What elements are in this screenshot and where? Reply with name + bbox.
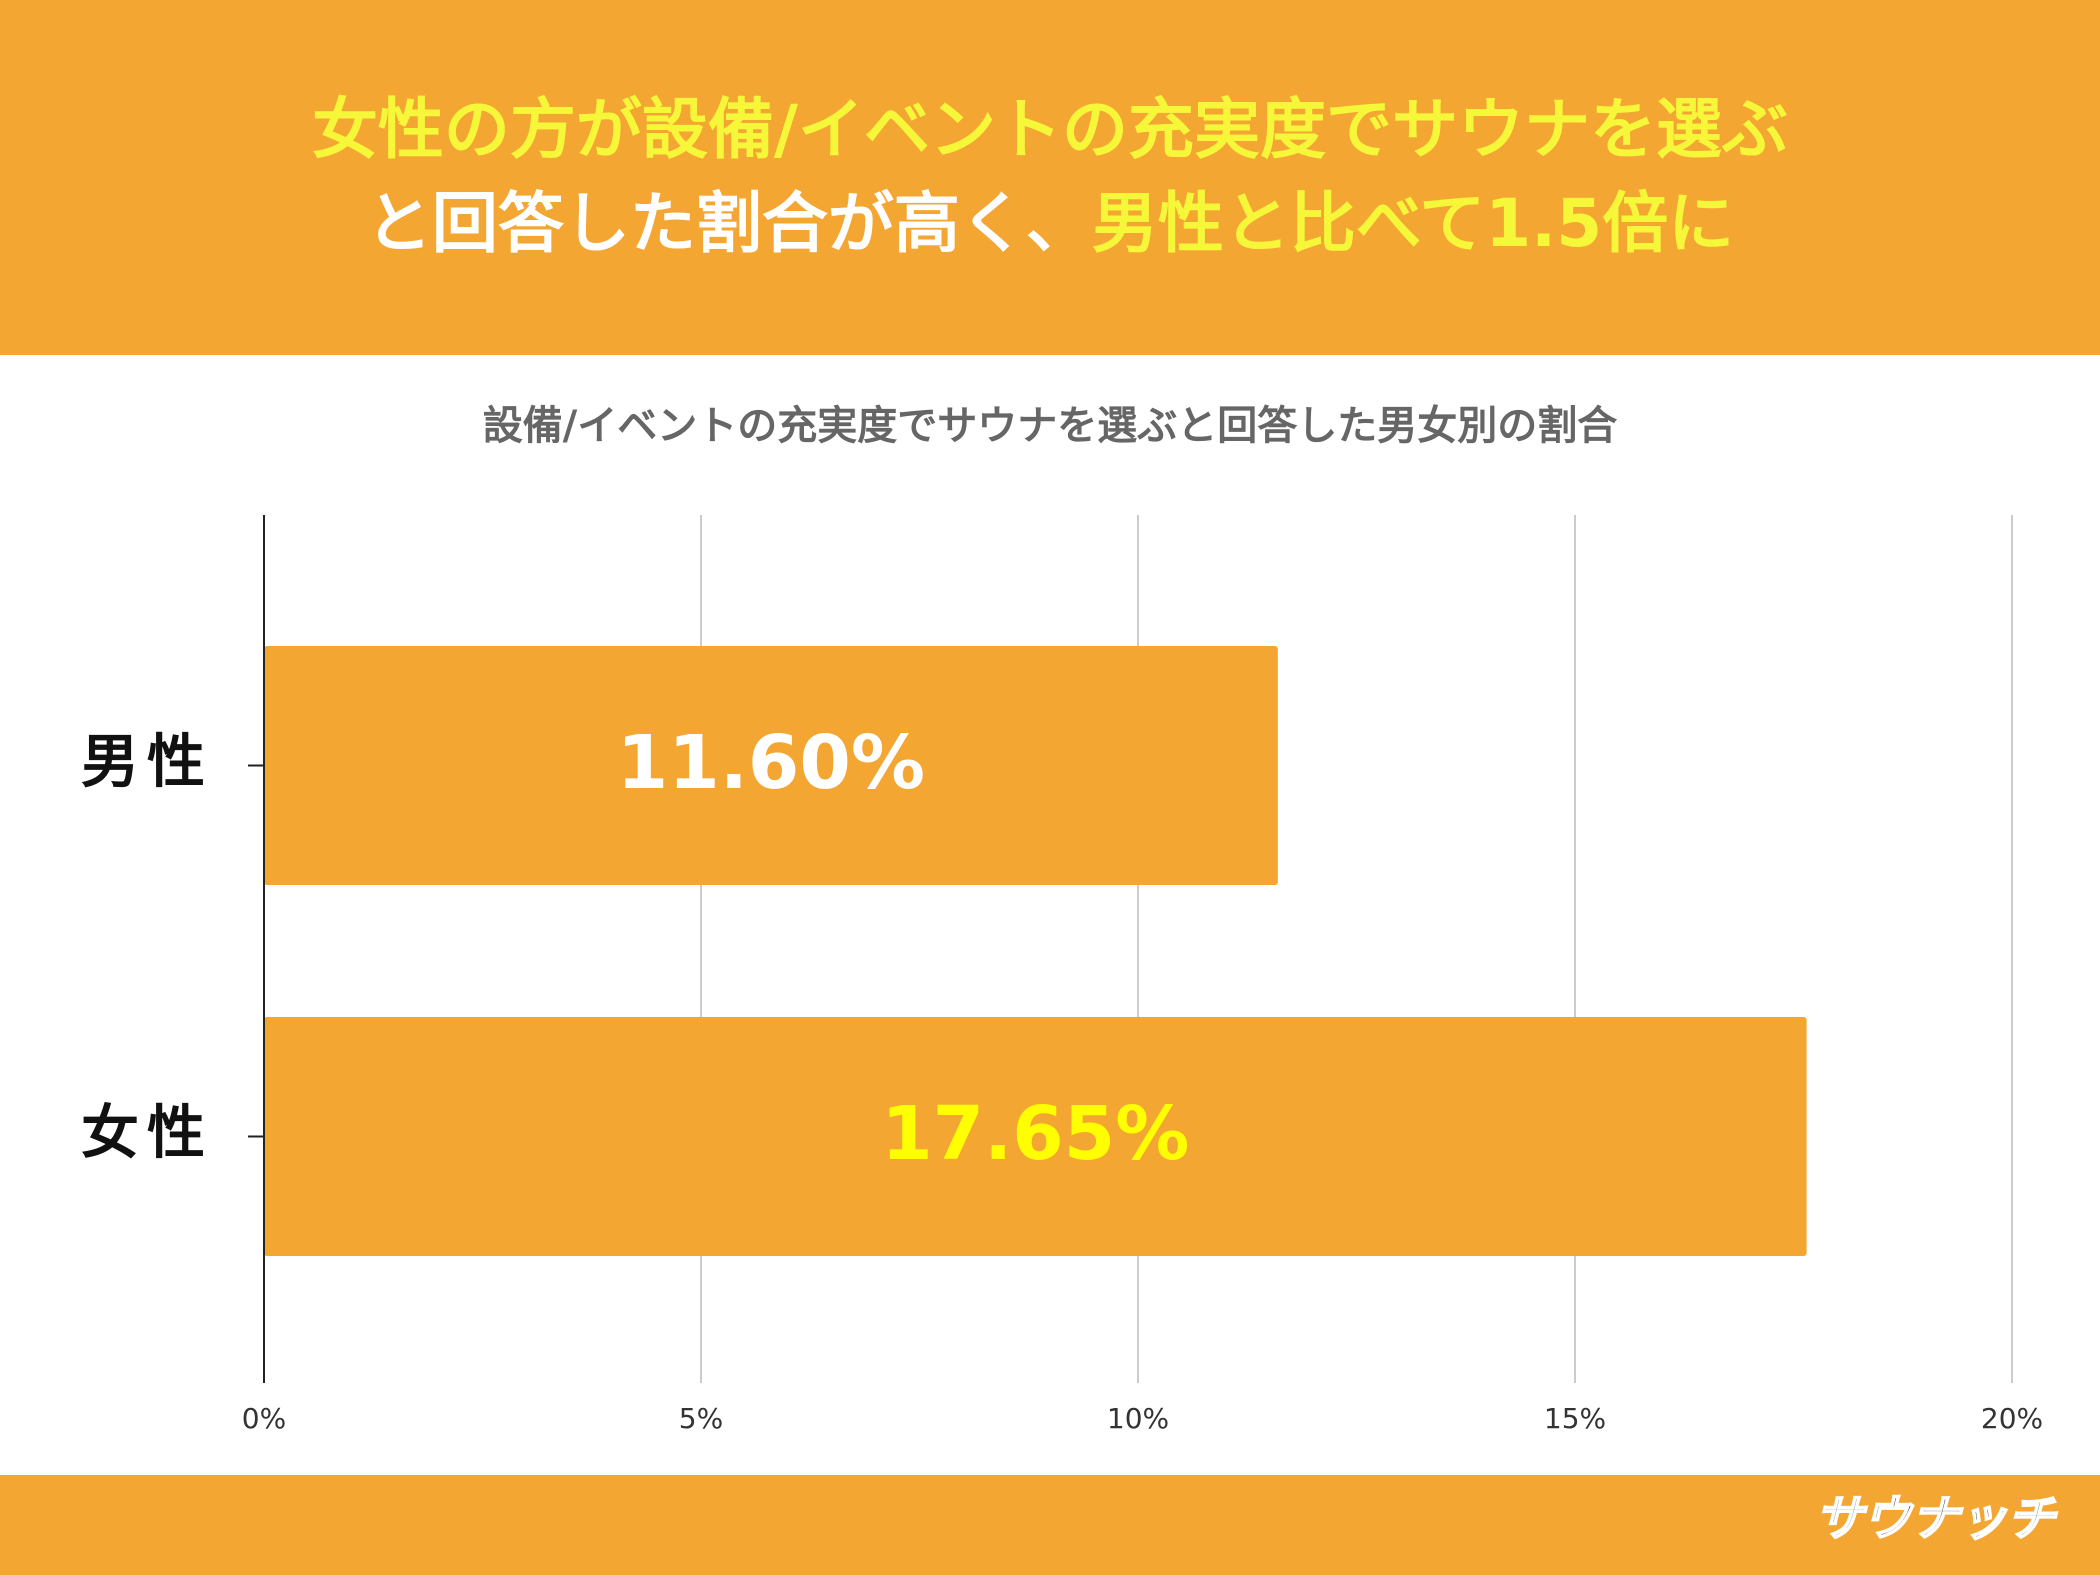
- headline: 女性の方が設備/イベントの充実度でサウナを選ぶ: [312, 91, 1788, 168]
- y-tick-label: 男性: [81, 728, 213, 796]
- headline-segment: 男性と比べて1.5倍に: [1092, 185, 1734, 262]
- value-label: 17.65%: [881, 1091, 1189, 1177]
- value-label: 11.60%: [617, 720, 925, 806]
- footer-banner: [0, 1475, 2100, 1575]
- headline-segment: 女性の方が設備/イベントの充実度でサウナを選ぶ: [312, 91, 1788, 168]
- bar: [264, 1017, 1807, 1256]
- x-tick-label: 0%: [242, 1402, 286, 1435]
- x-tick-label: 15%: [1544, 1402, 1606, 1435]
- y-tick-label: 女性: [81, 1099, 213, 1167]
- bar: [264, 646, 1278, 885]
- logo: サウナッチ: [1815, 1491, 2058, 1547]
- x-tick-label: 20%: [1981, 1402, 2043, 1435]
- x-tick-label: 5%: [679, 1402, 723, 1435]
- chart-title: 設備/イベントの充実度でサウナを選ぶと回答した男女別の割合: [483, 403, 1618, 449]
- header-banner: [0, 0, 2100, 355]
- headline-segment: と回答した割合が高く、: [366, 185, 1092, 262]
- headline: と回答した割合が高く、男性と比べて1.5倍に: [366, 185, 1734, 262]
- x-tick-label: 10%: [1107, 1402, 1169, 1435]
